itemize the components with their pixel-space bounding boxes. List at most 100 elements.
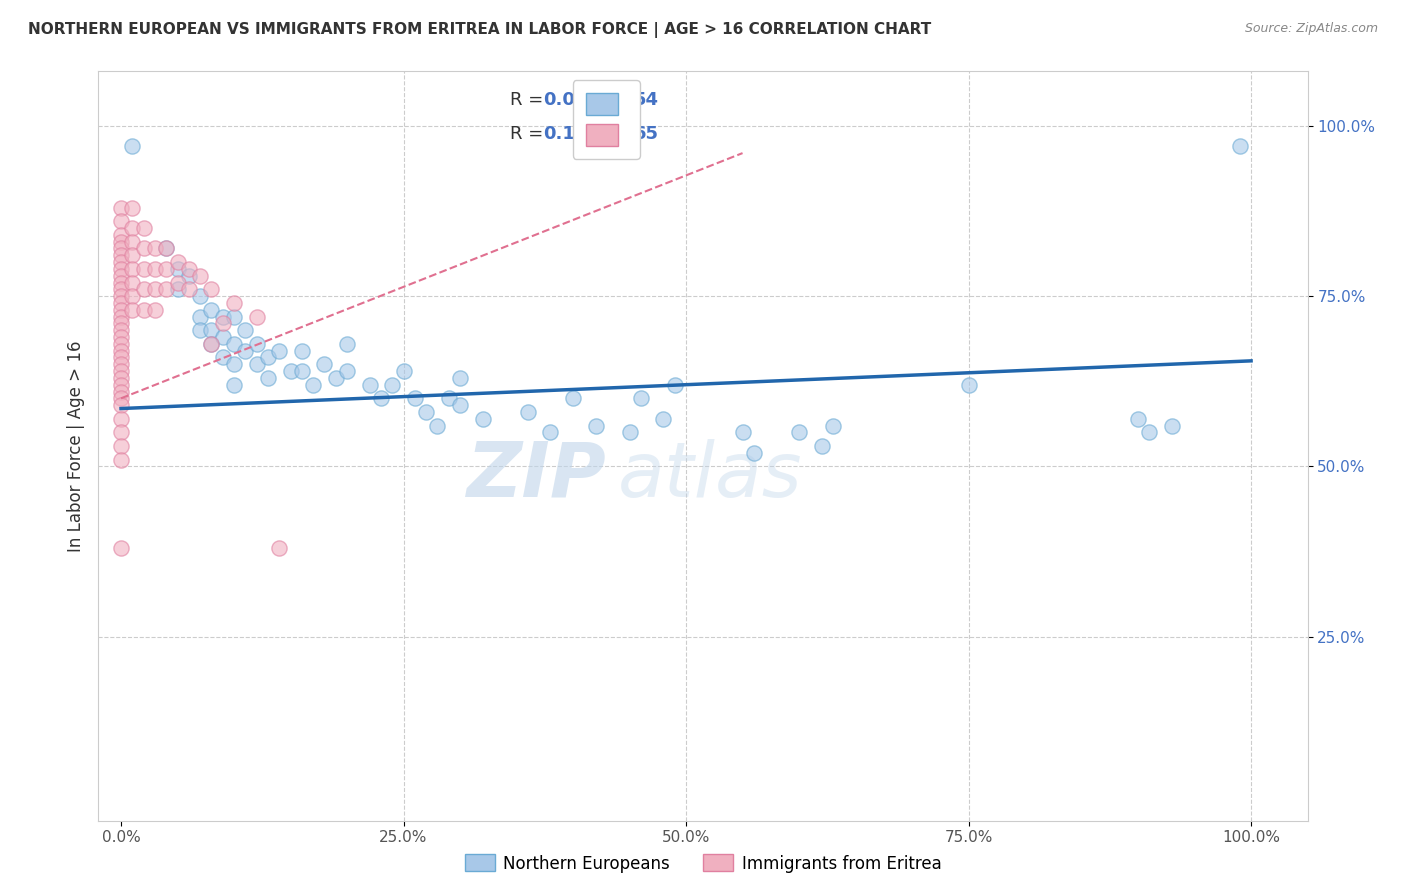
Point	[211, 330, 233, 344]
Text: Source: ZipAtlas.com: Source: ZipAtlas.com	[1244, 22, 1378, 36]
Text: 54: 54	[634, 91, 659, 109]
Text: 0.157: 0.157	[543, 125, 600, 143]
Point	[257, 371, 280, 385]
Point	[269, 541, 291, 556]
Point	[110, 351, 132, 365]
Point	[143, 302, 166, 317]
Point	[200, 323, 222, 337]
Point	[336, 364, 359, 378]
Point	[110, 276, 132, 290]
Point	[110, 357, 132, 371]
Point	[110, 201, 132, 215]
Point	[166, 261, 188, 276]
Point	[392, 364, 415, 378]
Point	[1229, 139, 1251, 153]
Point	[426, 418, 449, 433]
Point	[110, 227, 132, 242]
Point	[166, 276, 188, 290]
Point	[291, 343, 314, 358]
Point	[110, 235, 132, 249]
Point	[314, 357, 336, 371]
Point	[246, 310, 269, 324]
Point	[110, 425, 132, 440]
Point	[121, 248, 143, 262]
Point	[188, 268, 211, 283]
Point	[110, 343, 132, 358]
Point	[222, 336, 245, 351]
Text: 65: 65	[634, 125, 659, 143]
Point	[110, 371, 132, 385]
Point	[211, 351, 233, 365]
Point	[177, 261, 200, 276]
Point	[821, 418, 844, 433]
Point	[110, 302, 132, 317]
Text: 0.061: 0.061	[543, 91, 600, 109]
Point	[1137, 425, 1160, 440]
Point	[415, 405, 437, 419]
Point	[200, 336, 222, 351]
Point	[381, 377, 404, 392]
Point	[110, 323, 132, 337]
Point	[110, 336, 132, 351]
Point	[166, 255, 188, 269]
Point	[110, 398, 132, 412]
Text: atlas: atlas	[619, 439, 803, 513]
Point	[110, 310, 132, 324]
Point	[110, 268, 132, 283]
Point	[200, 282, 222, 296]
Point	[110, 255, 132, 269]
Text: N =: N =	[600, 125, 640, 143]
Text: N =: N =	[600, 91, 640, 109]
Point	[449, 371, 471, 385]
Point	[143, 242, 166, 256]
Point	[110, 452, 132, 467]
Point	[200, 302, 222, 317]
Point	[188, 310, 211, 324]
Point	[257, 351, 280, 365]
Point	[280, 364, 302, 378]
Point	[471, 411, 494, 425]
Point	[246, 336, 269, 351]
Point	[664, 377, 686, 392]
Point	[810, 439, 832, 453]
Point	[302, 377, 325, 392]
Point	[269, 343, 291, 358]
Point	[233, 343, 256, 358]
Point	[652, 411, 675, 425]
Point	[143, 282, 166, 296]
Point	[121, 261, 143, 276]
Point	[132, 221, 155, 235]
Point	[121, 276, 143, 290]
Point	[110, 242, 132, 256]
Point	[143, 261, 166, 276]
Point	[291, 364, 314, 378]
Point	[110, 317, 132, 331]
Point	[449, 398, 471, 412]
Point	[110, 411, 132, 425]
Text: ZIP: ZIP	[467, 439, 606, 513]
Point	[336, 336, 359, 351]
Point	[110, 364, 132, 378]
Point	[110, 541, 132, 556]
Point	[370, 392, 392, 406]
Legend: , : ,	[572, 80, 640, 159]
Point	[110, 377, 132, 392]
Point	[222, 357, 245, 371]
Point	[110, 439, 132, 453]
Point	[516, 405, 538, 419]
Point	[1126, 411, 1149, 425]
Point	[132, 282, 155, 296]
Point	[222, 310, 245, 324]
Point	[538, 425, 561, 440]
Point	[177, 268, 200, 283]
Point	[211, 310, 233, 324]
Point	[585, 418, 607, 433]
Point	[110, 289, 132, 303]
Point	[155, 282, 177, 296]
Point	[200, 336, 222, 351]
Point	[619, 425, 641, 440]
Point	[121, 302, 143, 317]
Point	[121, 139, 143, 153]
Point	[222, 377, 245, 392]
Point	[246, 357, 269, 371]
